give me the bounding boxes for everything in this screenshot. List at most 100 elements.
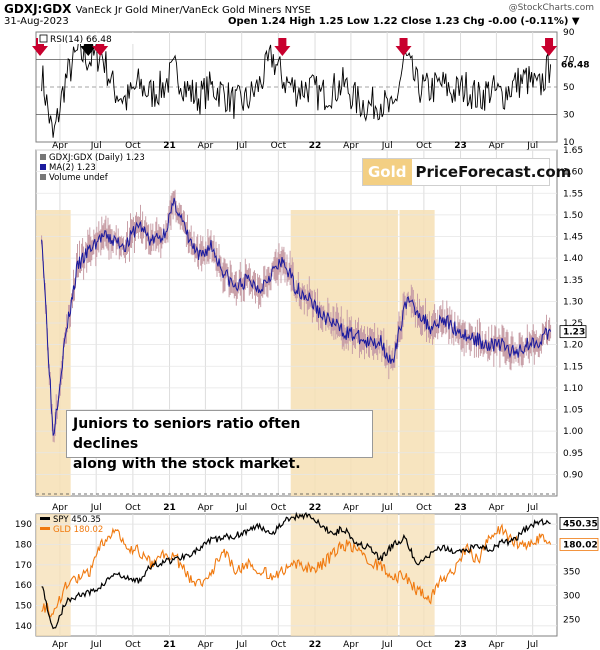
- chart-date: 31-Aug-2023: [4, 16, 69, 27]
- tick-x-rsi: Jul: [381, 141, 393, 151]
- tick-x-cmp: 22: [309, 640, 322, 650]
- tick-x-price: Apr: [343, 503, 359, 513]
- tick-x-cmp: Apr: [198, 640, 214, 650]
- logo-site: PriceForecast.com: [415, 163, 572, 181]
- tick-y-spy: 350: [563, 567, 580, 577]
- rsi-last-value: 66.48: [561, 60, 589, 70]
- rsi-arrow-marker: [274, 38, 291, 56]
- tick-x-price: Oct: [125, 503, 141, 513]
- tick-y-rsi: 10: [563, 138, 575, 148]
- annotation-line-1: Juniors to seniors ratio often declines: [73, 416, 301, 452]
- tick-x-cmp: 21: [163, 640, 176, 650]
- tick-x-rsi: Jul: [90, 141, 102, 151]
- security-name: VanEck Jr Gold Miner/VanEck Gold Miners …: [75, 5, 311, 16]
- rsi-arrow-marker: [541, 38, 558, 56]
- tick-x-price: 22: [309, 503, 322, 513]
- tick-x-price: Jul: [526, 503, 538, 513]
- tick-y-price: 1.50: [563, 211, 583, 221]
- cmp-legend-1: GLD 180.02: [53, 525, 103, 535]
- annotation-line-2: along with the stock market.: [73, 456, 301, 472]
- price-legend-2: Volume undef: [49, 173, 109, 183]
- tick-x-cmp: Oct: [125, 640, 141, 650]
- gld-last-box: [559, 538, 599, 551]
- spy-last-box: [559, 517, 599, 530]
- tick-y-price: 1.40: [563, 254, 583, 264]
- rsi-line: [41, 37, 552, 138]
- price-last-value: 1.23: [563, 328, 585, 338]
- tick-x-rsi: Jul: [526, 141, 538, 151]
- tick-y-price: 1.25: [563, 319, 583, 329]
- shade-price: [399, 210, 435, 496]
- spy-last-value: 450.35: [563, 519, 598, 529]
- symbol-text: GDXJ:GDX: [4, 2, 72, 16]
- tick-x-cmp: Apr: [343, 640, 359, 650]
- shade-comparison: [290, 514, 398, 636]
- tick-y-rsi: 50: [563, 83, 575, 93]
- tick-x-cmp: Oct: [416, 640, 432, 650]
- tick-x-rsi: 21: [163, 141, 176, 151]
- shade-comparison: [399, 514, 435, 636]
- tick-x-rsi: Jul: [235, 141, 247, 151]
- tick-y-price: 1.30: [563, 297, 583, 307]
- tick-x-rsi: Apr: [489, 141, 505, 151]
- price-legend-1: MA(2) 1.23: [49, 163, 96, 173]
- price-legend-swatch: [40, 164, 46, 170]
- tick-x-rsi: Oct: [125, 141, 141, 151]
- tick-y-price: 1.65: [563, 146, 583, 156]
- tick-y-price: 1.00: [563, 427, 583, 437]
- tick-y-gld: 170: [15, 561, 32, 571]
- tick-x-cmp: 23: [454, 640, 467, 650]
- tick-x-cmp: Jul: [381, 640, 393, 650]
- tick-x-rsi: Apr: [52, 141, 68, 151]
- price-legend-swatch: [40, 174, 46, 180]
- tick-y-price: 1.10: [563, 384, 583, 394]
- cmp-legend-0: SPY 450.35: [53, 515, 101, 525]
- tick-y-gld: 190: [15, 520, 32, 530]
- ma-line: [41, 197, 552, 436]
- tick-y-rsi: 90: [563, 28, 575, 38]
- tick-y-gld: 180: [15, 541, 32, 551]
- logo-gold: Gold: [363, 159, 412, 185]
- tick-x-rsi: Apr: [198, 141, 214, 151]
- tick-x-rsi: 23: [454, 141, 467, 151]
- tick-y-rsi: 30: [563, 111, 575, 121]
- tick-x-rsi: Oct: [416, 141, 432, 151]
- tick-y-price: 0.95: [563, 449, 583, 459]
- tick-x-rsi: Oct: [271, 141, 287, 151]
- rsi-legend-bg: [38, 33, 144, 44]
- chart-symbol: GDXJ:GDX VanEck Jr Gold Miner/VanEck Gol…: [4, 2, 311, 16]
- tick-y-spy: 250: [563, 615, 580, 625]
- tick-x-price: Apr: [52, 503, 68, 513]
- tick-x-price: Jul: [235, 503, 247, 513]
- tick-y-price: 0.90: [563, 470, 583, 480]
- goldpriceforecast-logo: Gold PriceForecast.com: [362, 158, 571, 186]
- tick-x-cmp: Jul: [526, 640, 538, 650]
- tick-x-price: Oct: [271, 503, 287, 513]
- tick-x-cmp: Jul: [235, 640, 247, 650]
- cmp-legend-swatch: [40, 517, 50, 520]
- tick-y-gld: 150: [15, 602, 32, 612]
- tick-y-rsi: 70: [563, 56, 575, 66]
- tick-x-price: 23: [454, 503, 467, 513]
- tick-y-gld: 160: [15, 581, 32, 591]
- price-last-box: [559, 325, 587, 339]
- copyright-notice: @StockCharts.com: [508, 3, 594, 13]
- tick-x-cmp: Apr: [489, 640, 505, 650]
- price-legend-swatch: [40, 154, 46, 160]
- tick-x-price: 21: [163, 503, 176, 513]
- gld-line: [41, 523, 552, 618]
- spy-line: [41, 511, 551, 630]
- tick-y-price: 1.20: [563, 341, 583, 351]
- tick-x-price: Jul: [381, 503, 393, 513]
- shade-comparison: [36, 514, 71, 636]
- tick-y-price: 1.15: [563, 362, 583, 372]
- tick-x-price: Apr: [198, 503, 214, 513]
- tick-y-price: 1.35: [563, 276, 583, 286]
- tick-x-cmp: Oct: [271, 640, 287, 650]
- tick-x-rsi: Apr: [343, 141, 359, 151]
- price-legend-0: GDXJ:GDX (Daily) 1.23: [49, 153, 145, 163]
- tick-x-cmp: Jul: [90, 640, 102, 650]
- shade-price: [36, 210, 71, 496]
- tick-x-rsi: 22: [309, 141, 322, 151]
- cmp-legend-swatch: [40, 527, 50, 530]
